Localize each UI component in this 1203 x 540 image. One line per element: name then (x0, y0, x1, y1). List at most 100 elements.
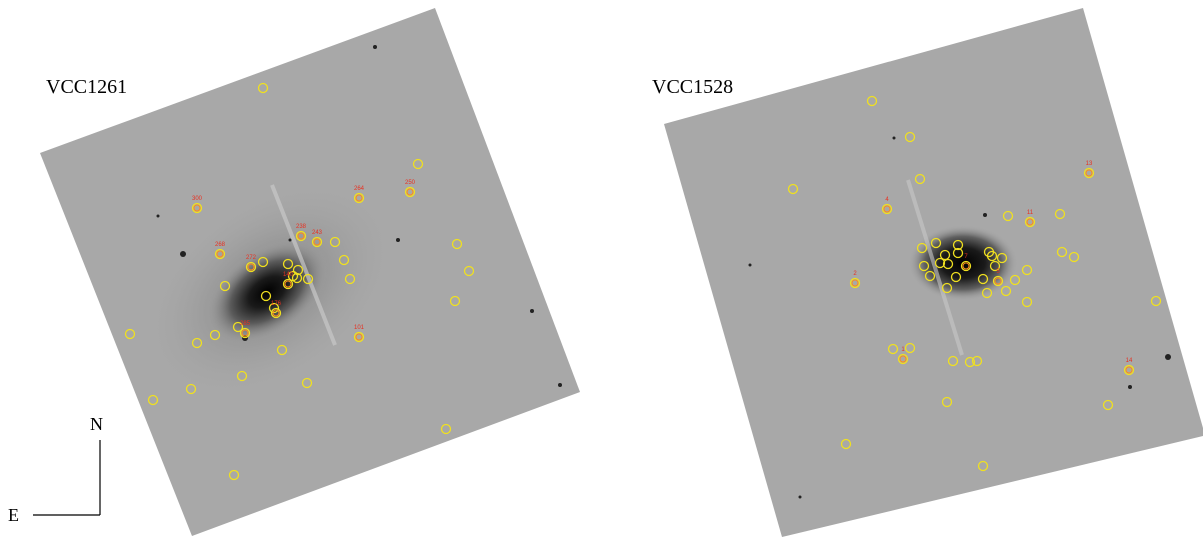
source-id-label: 176 (271, 301, 282, 307)
source-id-label: 285 (240, 321, 251, 327)
source-marker (947, 355, 959, 367)
source-id-label: 11 (1027, 210, 1034, 216)
source-marker (1002, 210, 1014, 222)
panel-vcc1261: 300 264 250 238 243 268 272 140 176 285 101 VCC126… (0, 0, 600, 540)
source-id-label: 7 (964, 254, 968, 260)
source-marker-inner (216, 250, 224, 258)
source-marker (219, 280, 231, 292)
source-marker (849, 277, 861, 289)
compass-arrows (33, 440, 101, 516)
source-marker (840, 438, 852, 450)
source-marker (964, 356, 976, 368)
source-id-label: 101 (354, 325, 365, 331)
source-marker (209, 329, 221, 341)
source-marker-inner (406, 188, 414, 196)
source-marker-inner (1085, 169, 1093, 177)
source-marker (228, 469, 240, 481)
source-marker (147, 394, 159, 406)
source-marker (236, 370, 248, 382)
source-marker (257, 82, 269, 94)
source-marker-inner (284, 280, 292, 288)
source-marker (787, 183, 799, 195)
source-marker-inner (355, 194, 363, 202)
source-marker-inner (851, 279, 859, 287)
field-stars (156, 45, 562, 387)
source-marker (904, 131, 916, 143)
source-marker (451, 238, 463, 250)
source-marker (440, 423, 452, 435)
source-marker (986, 250, 998, 262)
source-marker (1068, 251, 1080, 263)
source-marker (1009, 274, 1021, 286)
source-marker-inner (247, 263, 255, 271)
source-marker (1021, 296, 1033, 308)
source-marker (270, 307, 282, 319)
source-marker (916, 242, 928, 254)
source-marker-inner (1026, 218, 1034, 226)
source-marker-inner (241, 329, 249, 337)
source-marker (282, 258, 294, 270)
source-marker-inner (193, 204, 201, 212)
source-marker (977, 273, 989, 285)
source-marker (214, 248, 226, 260)
source-id-label: 13 (1086, 161, 1093, 167)
source-marker (960, 260, 972, 272)
source-marker-inner (1125, 366, 1133, 374)
source-marker-inner (355, 333, 363, 341)
source-marker (989, 260, 1001, 272)
source-marker-inner (962, 262, 970, 270)
source-marker (268, 302, 280, 314)
source-marker (977, 460, 989, 472)
source-id-label: 300 (192, 196, 203, 202)
source-marker-inner (899, 355, 907, 363)
source-marker (1000, 285, 1012, 297)
galaxy-label: VCC1528 (652, 76, 734, 98)
source-marker (918, 260, 930, 272)
source-marker (463, 265, 475, 277)
source-marker (942, 258, 954, 270)
source-marker (914, 173, 926, 185)
source-marker (952, 239, 964, 251)
source-marker (245, 261, 257, 273)
source-marker (338, 254, 350, 266)
source-id-label: 264 (354, 186, 365, 192)
source-marker (952, 247, 964, 259)
source-id-label: 14 (1126, 358, 1133, 364)
source-marker (981, 287, 993, 299)
source-marker (311, 236, 323, 248)
source-marker (996, 252, 1008, 264)
source-marker (930, 237, 942, 249)
source-marker (1054, 208, 1066, 220)
source-id-label: 1 (901, 347, 905, 353)
source-marker (239, 327, 251, 339)
source-marker (295, 230, 307, 242)
source-marker-inner (272, 309, 280, 317)
source-marker (344, 273, 356, 285)
field-stars (748, 136, 1171, 499)
source-marker (941, 396, 953, 408)
compass-north-label: N (90, 414, 103, 434)
diffraction-streak (270, 184, 337, 346)
source-marker (1102, 399, 1114, 411)
source-marker (302, 273, 314, 285)
diffraction-streak (906, 179, 964, 356)
source-marker-inner (313, 238, 321, 246)
source-id-label: 243 (312, 230, 323, 236)
source-marker (301, 377, 313, 389)
source-marker (292, 264, 304, 276)
source-marker (941, 282, 953, 294)
source-id-label: 238 (296, 224, 307, 230)
source-id-label: 2 (853, 271, 857, 277)
source-marker (897, 353, 909, 365)
source-marker (257, 256, 269, 268)
source-marker (260, 290, 272, 302)
source-marker (1056, 246, 1068, 258)
source-marker (934, 257, 946, 269)
source-id-label: 4 (885, 197, 889, 203)
source-id-label: 140 (283, 272, 294, 278)
source-marker-inner (883, 205, 891, 213)
source-marker (1021, 264, 1033, 276)
source-marker (449, 295, 461, 307)
source-marker (950, 271, 962, 283)
source-id-label: 268 (215, 242, 226, 248)
